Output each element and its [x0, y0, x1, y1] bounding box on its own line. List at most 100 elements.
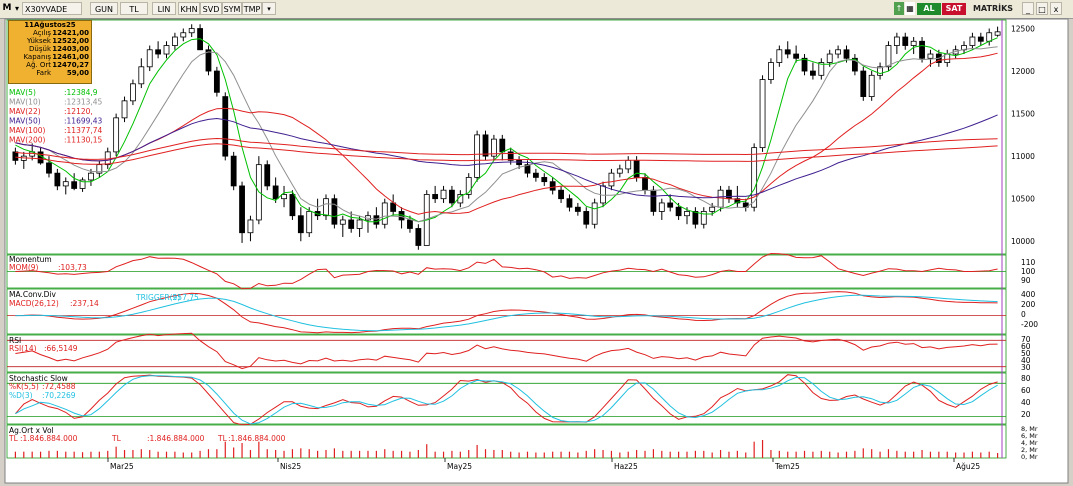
up-candle	[465, 177, 472, 195]
stoch-tick: 60	[1021, 386, 1031, 395]
up-candle	[491, 138, 497, 157]
up-candle	[62, 181, 69, 187]
stoch-d-line	[15, 375, 998, 425]
momentum-tick: 100	[1021, 267, 1036, 276]
volume-entry: TL	[8, 434, 19, 443]
chart-canvas[interactable]: 10000 10500 11000 11500 12000 12500 MAV(5):123…	[0, 18, 1073, 486]
stoch-tick: 20	[1021, 410, 1031, 419]
up-candle	[717, 189, 724, 208]
ma-label: MAV(200)	[9, 136, 45, 145]
down-candle	[784, 49, 791, 55]
ma-value: :11377,74	[64, 126, 103, 135]
tmp-button[interactable]: TMP	[242, 2, 262, 15]
down-candle	[860, 70, 867, 97]
svd-button[interactable]: SVD	[200, 2, 222, 15]
rsi-tick: 30	[1021, 363, 1031, 372]
stoch-tick: 40	[1021, 398, 1031, 407]
down-candle	[348, 219, 355, 229]
sym-button[interactable]: SYM	[222, 2, 242, 15]
down-candle	[213, 70, 220, 93]
volume-entry: :1.846.884.000	[20, 434, 78, 443]
macd-tick: -200	[1021, 320, 1038, 329]
macd-title: MA.Conv.Div	[9, 290, 57, 299]
down-candle	[977, 36, 984, 42]
up-candle	[146, 49, 153, 68]
up-candle	[247, 219, 254, 234]
toolbar: M ▾ X30YVADE GUN TL LIN KHN SVD SYM TMP …	[0, 0, 1073, 19]
maximize-button[interactable]: □	[1036, 2, 1048, 15]
price-tick-label: 11500	[1011, 110, 1035, 119]
mav100-line	[15, 137, 998, 160]
down-candle	[205, 49, 212, 72]
period-button[interactable]: GUN	[90, 2, 118, 15]
volume-entry: :1.846.884.000	[228, 434, 286, 443]
stoch-d-label: %D(3)	[9, 391, 33, 400]
sell-button[interactable]: SAT	[942, 3, 966, 15]
down-candle	[373, 215, 380, 225]
info-row-diff: Fark 59,00	[36, 69, 89, 77]
matriks-logo: MATRİKS	[972, 4, 1014, 13]
up-candle	[113, 117, 120, 153]
up-candle	[625, 159, 632, 170]
macd-tick: 0	[1021, 310, 1026, 319]
currency-button[interactable]: TL	[120, 2, 148, 15]
chart-icon[interactable]: ▦	[905, 2, 915, 15]
down-candle	[415, 228, 422, 246]
ma-value: :11130,15	[64, 136, 103, 145]
up-candle	[88, 172, 94, 181]
down-candle	[407, 219, 413, 229]
up-candle	[138, 66, 145, 85]
up-candle	[79, 179, 86, 189]
symbol-selector[interactable]: X30YVADE	[22, 2, 82, 15]
up-arrow-icon[interactable]: ↑	[894, 2, 904, 15]
khn-button[interactable]: KHN	[178, 2, 200, 15]
down-candle	[532, 172, 539, 178]
volume-entry: TL	[111, 434, 122, 443]
down-candle	[692, 211, 699, 225]
down-candle	[482, 134, 489, 157]
up-candle	[684, 211, 690, 217]
info-row-high: Yüksek 12522,00	[27, 37, 89, 45]
down-candle	[432, 194, 439, 200]
down-candle	[810, 70, 816, 76]
macd-label: MACD(26,12)	[9, 299, 59, 308]
up-candle	[885, 45, 892, 68]
rsi-tick: 70	[1021, 335, 1031, 344]
volume-tick: 2, Mr	[1021, 446, 1038, 454]
stoch-k-label: %K(5,5)	[9, 382, 39, 391]
up-candle	[658, 202, 665, 212]
close-button[interactable]: x	[1050, 2, 1062, 15]
down-candle	[734, 198, 741, 204]
stoch-d-value: :70,2269	[42, 391, 76, 400]
volume-entry: TL	[217, 434, 228, 443]
momentum-value: :103,73	[58, 263, 87, 272]
x-axis-label: Ağu25	[956, 462, 980, 471]
price-tick-label: 10000	[1011, 237, 1035, 246]
up-candle	[121, 100, 128, 119]
down-candle	[331, 198, 338, 225]
up-candle	[751, 147, 758, 208]
up-candle	[163, 45, 170, 55]
ma-value: :12120,	[64, 107, 93, 116]
lin-button[interactable]: LIN	[152, 2, 176, 15]
mav22-line	[15, 52, 998, 215]
up-candle	[868, 74, 875, 97]
up-candle	[616, 168, 623, 174]
down-candle	[566, 198, 573, 208]
buy-button[interactable]: AL	[917, 3, 941, 15]
minimize-button[interactable]: _	[1022, 2, 1034, 15]
mav200-line	[15, 143, 998, 165]
up-candle	[608, 172, 615, 187]
up-candle	[986, 32, 993, 42]
volume-tick: 4, Mr	[1021, 439, 1038, 447]
ma-label: MAV(5)	[9, 88, 36, 97]
up-candle	[381, 202, 388, 225]
down-candle	[919, 40, 925, 59]
up-candle	[893, 36, 900, 46]
rsi-value: :66,5149	[44, 344, 78, 353]
down-candle	[289, 194, 296, 217]
dropdown-icon[interactable]: ▾	[14, 4, 19, 13]
tmp-dropdown-icon[interactable]: ▾	[262, 2, 276, 15]
ma-value: :12313,45	[64, 98, 103, 107]
up-candle	[306, 211, 313, 234]
